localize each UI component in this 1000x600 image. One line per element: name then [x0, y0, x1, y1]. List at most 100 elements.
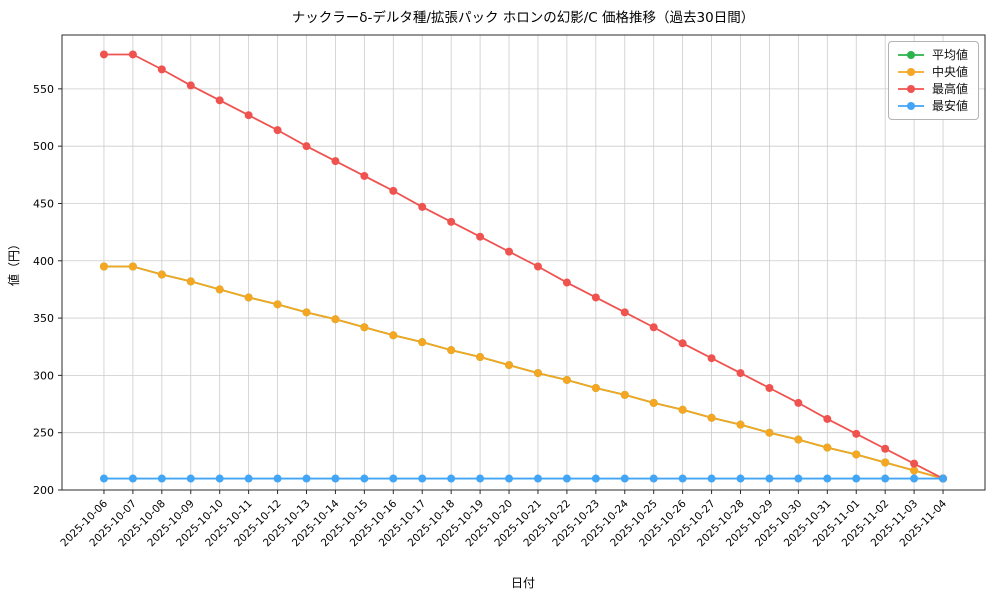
data-point-median [273, 300, 282, 309]
data-point-median [881, 458, 890, 467]
data-point-median [707, 413, 716, 422]
data-point-min [823, 474, 832, 483]
x-tick-labels: 2025-10-062025-10-072025-10-082025-10-09… [58, 497, 949, 549]
y-tick-label: 200 [33, 484, 54, 497]
data-point-max [215, 96, 224, 105]
data-point-median [302, 308, 311, 317]
data-point-max [707, 354, 716, 363]
legend-item-min: 最安値 [896, 99, 968, 113]
data-point-min [505, 474, 514, 483]
legend-label: 最安値 [931, 99, 968, 113]
data-point-median [360, 323, 369, 332]
data-point-median [649, 398, 658, 407]
data-point-max [823, 414, 832, 423]
y-tick-labels: 200 250 300 350 400 450 500 550 [33, 83, 54, 497]
data-point-max [678, 339, 687, 348]
grid-lines [62, 35, 985, 491]
data-point-max [562, 278, 571, 287]
legend-dot-icon [906, 102, 915, 110]
data-point-max [186, 81, 195, 90]
legend-item-max: 最高値 [896, 82, 968, 96]
data-point-median [389, 331, 398, 340]
data-point-min [881, 474, 890, 483]
legend-marker-min [897, 102, 924, 110]
data-point-min [215, 474, 224, 483]
data-point-max [591, 293, 600, 302]
data-point-median [447, 346, 456, 355]
axes [58, 34, 986, 494]
data-point-max [128, 50, 137, 59]
data-point-median [794, 435, 803, 444]
data-point-max [505, 247, 514, 256]
legend-dot-icon [906, 68, 915, 76]
data-point-max [418, 202, 427, 211]
legend: 平均値中央値最高値最安値 [887, 41, 979, 120]
data-point-median [533, 369, 542, 378]
data-point-min [360, 474, 369, 483]
data-point-min [620, 474, 629, 483]
data-point-median [678, 405, 687, 414]
data-point-max [360, 171, 369, 180]
data-point-max [533, 262, 542, 271]
legend-item-average: 平均値 [896, 48, 968, 62]
data-point-max [273, 126, 282, 135]
data-point-median [852, 450, 861, 459]
legend-label: 平均値 [931, 48, 968, 62]
legend-marker-median [897, 68, 924, 76]
chart-title: ナックラーδ-デルタ種/拡張パック ホロンの幻影/C 価格推移（過去30日間） [292, 9, 754, 26]
data-point-median [765, 428, 774, 437]
y-tick-label: 350 [33, 312, 54, 325]
data-point-max [302, 142, 311, 151]
data-point-median [128, 262, 137, 271]
data-point-min [910, 474, 919, 483]
data-point-max [881, 444, 890, 453]
data-point-min [244, 474, 253, 483]
data-point-median [562, 375, 571, 384]
data-point-median [244, 293, 253, 302]
data-point-median [186, 277, 195, 286]
plot-border [61, 34, 986, 491]
series-lines [99, 50, 948, 483]
data-point-min [302, 474, 311, 483]
legend-label: 最高値 [931, 82, 968, 96]
data-point-max [765, 383, 774, 392]
data-point-median [591, 383, 600, 392]
data-point-max [331, 157, 340, 166]
data-point-median [620, 390, 629, 399]
data-point-max [476, 232, 485, 241]
data-point-max [736, 369, 745, 378]
data-point-median [418, 338, 427, 347]
series-line-average [103, 265, 944, 480]
data-point-min [562, 474, 571, 483]
y-axis-label: 値（円） [6, 238, 21, 286]
x-axis-label: 日付 [511, 576, 535, 590]
y-tick-label: 400 [33, 255, 54, 268]
data-point-median [99, 262, 108, 271]
data-point-max [447, 217, 456, 226]
data-point-min [765, 474, 774, 483]
data-point-median [215, 285, 224, 294]
data-point-max [649, 323, 658, 332]
legend-label: 中央値 [931, 65, 968, 79]
data-point-min [939, 474, 948, 483]
data-point-min [447, 474, 456, 483]
data-point-median [331, 315, 340, 324]
data-point-median [736, 420, 745, 429]
data-point-median [157, 270, 166, 279]
data-point-min [418, 474, 427, 483]
data-point-max [389, 186, 398, 195]
data-point-min [794, 474, 803, 483]
data-point-min [649, 474, 658, 483]
data-point-max [794, 398, 803, 407]
data-point-min [128, 474, 137, 483]
legend-item-median: 中央値 [896, 65, 968, 79]
data-point-min [476, 474, 485, 483]
y-tick-label: 250 [33, 427, 54, 440]
data-point-max [620, 308, 629, 317]
data-point-min [273, 474, 282, 483]
data-point-max [99, 50, 108, 59]
data-point-median [505, 361, 514, 370]
series-line-median [103, 265, 944, 480]
